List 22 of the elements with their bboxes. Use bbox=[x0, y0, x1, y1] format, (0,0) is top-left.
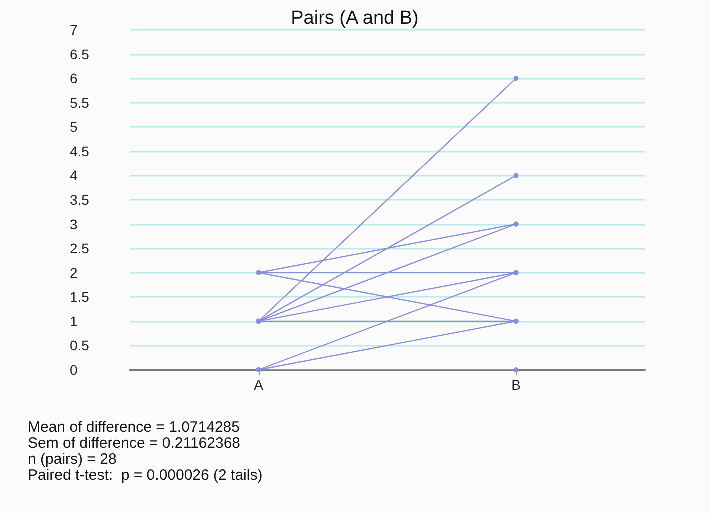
y-tick-label: 3 bbox=[70, 216, 78, 232]
y-tick-label: 0 bbox=[70, 362, 78, 378]
y-tick-label: 2 bbox=[70, 264, 78, 281]
text: Sem of difference = 0.21162368 bbox=[28, 435, 241, 452]
y-tick-label: 5.5 bbox=[70, 94, 90, 111]
chart-title: Pairs (A and B) bbox=[291, 8, 419, 29]
y-tick-label: 0.5 bbox=[70, 338, 90, 354]
text: Paired t-test: p = 0.000026 (2 tails) bbox=[28, 467, 263, 484]
y-tick-label: 4 bbox=[70, 168, 78, 184]
x-tick-label: A bbox=[254, 377, 264, 393]
y-tick-label: 6.5 bbox=[70, 46, 90, 62]
y-tick-label: 2.5 bbox=[70, 240, 90, 257]
x-tick-label: B bbox=[512, 377, 521, 393]
text: n (pairs) = 28 bbox=[28, 451, 117, 468]
y-tick-label: 5 bbox=[70, 119, 78, 136]
y-tick-label: 4.5 bbox=[70, 143, 90, 160]
y-tick-label: 1 bbox=[70, 313, 78, 330]
text: Mean of difference = 1.0714285 bbox=[28, 419, 240, 436]
y-tick-label: 6 bbox=[70, 70, 78, 87]
y-tick-label: 1.5 bbox=[70, 289, 90, 306]
y-tick-label: 3.5 bbox=[70, 192, 90, 208]
y-tick-label: 7 bbox=[70, 22, 78, 38]
